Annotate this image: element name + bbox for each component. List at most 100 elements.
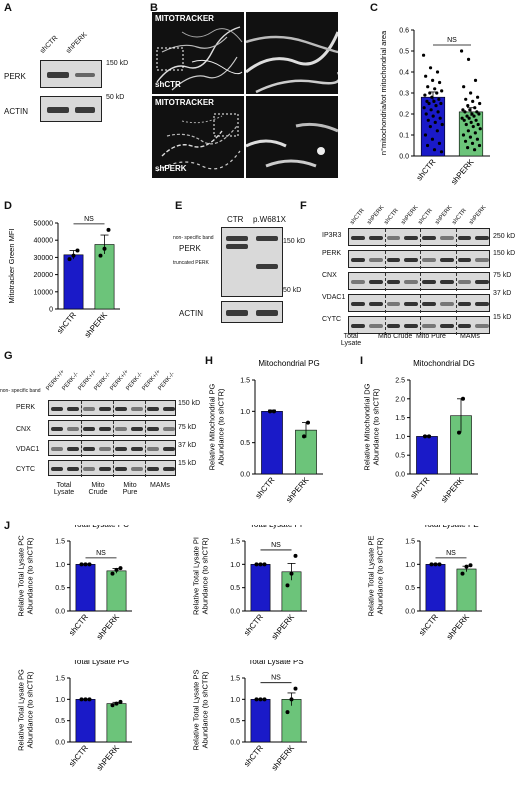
blot-f-strip: [348, 294, 490, 313]
data-point: [435, 91, 439, 95]
lane-divider: [81, 421, 82, 437]
x-tick-label: shPERK: [95, 612, 122, 641]
x-tick-label: shPERK: [449, 157, 476, 186]
y-tick-label: 2.0: [395, 396, 405, 403]
blot-g-marker-150: 150 kD: [178, 400, 201, 407]
y-axis-label: Mitotracker Green MFI: [7, 228, 16, 303]
micrograph-shctr: MITOTRACKER shCTR: [152, 12, 244, 94]
data-point: [79, 562, 84, 567]
y-tick-label: 0.5: [230, 585, 240, 592]
bar-shCTR: [425, 564, 446, 612]
data-point: [473, 78, 478, 82]
y-tick-label: 50000: [34, 221, 54, 228]
y-tick-label: 0.0: [55, 740, 65, 747]
x-tick-label: shPERK: [95, 743, 122, 772]
lane-divider: [455, 295, 457, 313]
blot-band: [422, 324, 436, 328]
lane-divider: [455, 273, 457, 291]
J2-group: Total Lysate PI 0.0 0.5 1.0 1.5 Relative Tota…: [192, 525, 307, 641]
data-point: [254, 697, 259, 702]
data-point: [118, 699, 123, 704]
lane-divider: [145, 421, 146, 437]
blot-band: [226, 236, 248, 241]
lane-divider: [455, 317, 457, 335]
data-point: [437, 141, 442, 145]
blot-band: [351, 236, 365, 240]
blot-band: [475, 236, 489, 240]
x-tick-label: shPERK: [270, 612, 297, 641]
y-tick-label: 0.4: [399, 70, 409, 77]
data-point: [424, 74, 428, 78]
blot-g-note: non- specific band: [0, 388, 41, 394]
y-tick-label: 0.0: [55, 609, 65, 616]
y-tick-label: 0.6: [399, 28, 409, 35]
x-tick-label: shCTR: [415, 157, 438, 182]
lane-divider: [113, 421, 114, 437]
data-point: [83, 562, 88, 567]
chart-j5: Total Lysate PS 0.0 0.5 1.0 1.5 Relative Tota…: [192, 660, 307, 772]
bar-shCTR: [75, 699, 96, 743]
data-point: [289, 697, 294, 702]
data-point: [470, 112, 474, 116]
data-point: [432, 148, 437, 152]
data-point: [465, 114, 469, 118]
panel-label-i: I: [360, 355, 364, 367]
blot-band: [439, 302, 454, 306]
data-point: [440, 122, 444, 127]
data-point: [469, 91, 473, 95]
data-point: [429, 562, 434, 567]
lane-divider: [384, 251, 386, 269]
data-point: [461, 108, 465, 112]
data-point: [474, 118, 478, 122]
panel-label-a: A: [4, 2, 12, 14]
y-axis-label: Abundance (to shCTR): [372, 388, 381, 465]
y-tick-label: 1.0: [395, 434, 405, 441]
blot-band: [386, 236, 401, 240]
data-point: [466, 104, 470, 108]
blot-band: [457, 324, 472, 328]
data-point: [471, 99, 475, 103]
data-point: [473, 131, 477, 135]
blot-a-marker-150: 150 kD: [106, 60, 129, 67]
data-point: [478, 101, 482, 106]
blot-f-row-cytc: CYTC: [322, 316, 342, 323]
micrograph-label: MITOTRACKER: [155, 14, 214, 23]
data-point: [425, 99, 429, 103]
blot-g-strip: [48, 460, 176, 477]
bar-shPERK: [106, 703, 127, 743]
bar-shPERK: [106, 570, 127, 612]
x-tick-label: shCTR: [409, 475, 432, 500]
y-tick-label: 0.5: [55, 718, 65, 725]
blot-band: [83, 427, 95, 431]
data-point: [306, 420, 310, 425]
blot-band: [439, 258, 454, 262]
blot-band: [75, 73, 95, 77]
lane-divider: [420, 273, 421, 291]
y-tick-label: 1.0: [55, 697, 65, 704]
chart-title: Total Lysate PG: [73, 660, 129, 666]
y-tick-label: 0.0: [240, 472, 250, 479]
micrograph-shperk-zoom: [246, 96, 338, 178]
data-point: [87, 562, 92, 567]
data-point: [475, 95, 480, 99]
blot-g-row-cytc: CYTC: [16, 466, 36, 473]
blot-band: [147, 447, 159, 451]
blot-f-strip: [348, 228, 490, 247]
x-tick-label: shPERK: [83, 310, 110, 339]
significance-label: NS: [84, 216, 94, 223]
bar-shPERK: [281, 699, 302, 743]
panel-label-h: H: [205, 355, 213, 367]
blot-band: [163, 447, 175, 451]
y-tick-label: 0.1: [399, 133, 409, 140]
blot-band: [386, 302, 401, 306]
data-point: [464, 97, 468, 101]
y-tick-label: 1.5: [55, 539, 65, 546]
lane-divider: [384, 295, 386, 313]
x-tick-label: shCTR: [55, 310, 78, 335]
blot-band: [457, 302, 472, 306]
data-point: [462, 85, 466, 89]
lane-divider: [420, 229, 421, 247]
blot-band: [368, 258, 383, 262]
y-tick-label: 0.5: [399, 49, 409, 56]
J3-group: Total Lysate PE 0.0 0.5 1.0 1.5 Relative Tota…: [367, 525, 482, 641]
